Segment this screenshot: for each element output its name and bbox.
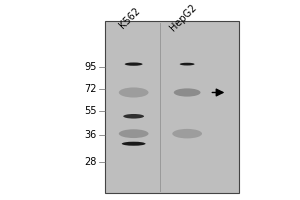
- Text: 28: 28: [84, 157, 97, 167]
- Ellipse shape: [174, 88, 200, 97]
- Ellipse shape: [172, 129, 202, 138]
- Ellipse shape: [119, 129, 148, 138]
- Text: HepG2: HepG2: [168, 2, 199, 33]
- Ellipse shape: [122, 142, 146, 146]
- Text: 55: 55: [84, 106, 97, 116]
- Ellipse shape: [123, 114, 144, 119]
- Ellipse shape: [125, 62, 142, 66]
- Text: 95: 95: [84, 62, 97, 72]
- Ellipse shape: [180, 63, 195, 65]
- Bar: [105, 21, 239, 193]
- Text: 72: 72: [84, 84, 97, 94]
- Text: K562: K562: [118, 5, 142, 30]
- Ellipse shape: [119, 87, 148, 98]
- Text: 36: 36: [84, 130, 97, 140]
